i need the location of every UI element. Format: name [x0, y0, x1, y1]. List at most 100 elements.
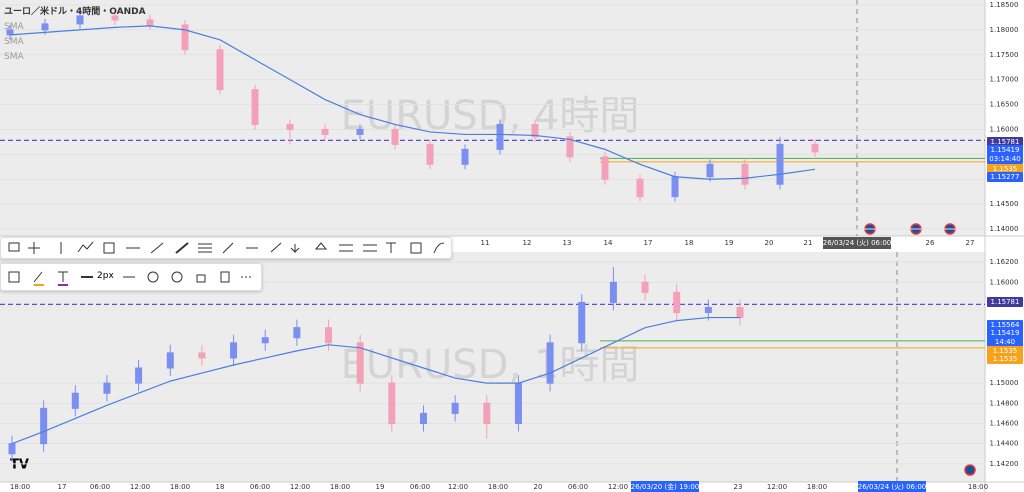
tool[interactable]	[363, 244, 377, 252]
x-tick-label: 26/03/24 (火) 06:00	[858, 483, 927, 491]
candle-body	[230, 342, 238, 359]
sma-line	[11, 316, 740, 445]
tool[interactable]	[433, 242, 445, 254]
y-tick-label: 1.17000	[990, 76, 1019, 84]
tool[interactable]	[171, 271, 183, 283]
event[interactable]	[964, 464, 976, 476]
price-label-bg	[987, 320, 1023, 330]
indicator[interactable]: SMA	[4, 52, 24, 62]
y-tick-label: 1.16000	[990, 125, 1019, 133]
candle-body	[704, 306, 712, 314]
price-label: 14:40	[995, 338, 1015, 346]
price-label: 1.1535	[993, 347, 1018, 355]
x-tick-label: 06:00	[250, 483, 270, 491]
candle-body	[356, 128, 364, 135]
tool[interactable]	[222, 242, 234, 254]
x-tick-label: 12:00	[290, 483, 310, 491]
tool[interactable]	[77, 241, 94, 253]
x-tick-label: 12:00	[767, 483, 787, 491]
candle-body	[40, 407, 48, 445]
toolbar-icons	[8, 241, 445, 254]
tool[interactable]	[28, 242, 40, 254]
tool[interactable]	[198, 243, 212, 253]
candle-body	[293, 327, 301, 339]
x-tick-label: 18	[216, 483, 225, 491]
x-tick-label: 19	[725, 239, 734, 247]
tool[interactable]	[290, 244, 300, 254]
x-tick-label: 12:00	[448, 483, 468, 491]
x-tick-label: 18:00	[807, 483, 827, 491]
candle-body	[706, 163, 714, 178]
price-label-bg	[987, 337, 1023, 347]
line-width[interactable]: 2px	[97, 271, 114, 281]
tool[interactable]	[175, 242, 189, 254]
price-label: 1.1535	[993, 165, 1018, 173]
tool[interactable]	[8, 242, 20, 252]
drawing-toolbar	[0, 237, 452, 259]
tool[interactable]	[150, 242, 164, 254]
candle-body	[461, 148, 469, 165]
y-tick-label: 1.14400	[990, 440, 1019, 448]
candle-body	[514, 382, 522, 424]
tool[interactable]	[339, 244, 353, 252]
y-tick-label: 1.14600	[990, 419, 1019, 427]
price-label: 1.15419	[991, 329, 1020, 337]
candle-body	[261, 337, 269, 344]
price-label: 03:14:40	[989, 155, 1020, 163]
legend: ユーロ／米ドル・4時間・OANDA SMA SMA SMA	[4, 4, 146, 62]
candle-body	[146, 19, 154, 26]
candle-body	[736, 306, 744, 319]
x-tick-label: 12	[523, 239, 532, 247]
y-tick-label: 1.17500	[990, 51, 1019, 59]
x-tick-label: 26/03/24 (火) 06:00	[823, 239, 892, 247]
x-tick-label: 26/03/20 (金) 19:00	[631, 482, 700, 491]
tool[interactable]	[196, 274, 206, 283]
x-tick-label: 17	[644, 239, 653, 247]
price-label-bg	[987, 137, 1023, 147]
tool[interactable]	[314, 242, 328, 250]
tool[interactable]	[103, 242, 115, 254]
style-toolbar: 2px	[0, 263, 262, 291]
price-label: 1.15419	[991, 146, 1020, 154]
x-tick-label: 11	[481, 239, 490, 247]
candle-body	[41, 23, 49, 31]
candle-body	[388, 382, 396, 424]
price-label-bg	[987, 145, 1023, 155]
indicator[interactable]: SMA	[4, 37, 24, 47]
candle-body	[578, 301, 586, 344]
x-tick-label: 27	[966, 239, 975, 247]
x-tick-label: 20	[534, 483, 543, 491]
tool[interactable]	[220, 271, 230, 283]
x-tick-label: 21	[804, 239, 813, 247]
price-label-bg	[987, 328, 1023, 338]
x-label-bg	[823, 237, 891, 249]
candle-body	[546, 342, 554, 384]
candle-body	[451, 402, 459, 414]
tool[interactable]	[386, 242, 396, 253]
tool[interactable]	[58, 271, 68, 282]
tool[interactable]	[270, 242, 282, 253]
candle-body	[166, 352, 174, 369]
x-tick-label: 26	[926, 239, 935, 247]
tool[interactable]	[33, 271, 43, 283]
x-tick-label: 13	[563, 239, 572, 247]
candle-body	[641, 281, 649, 293]
price-label: 1.15781	[991, 298, 1020, 306]
price-label-bg	[987, 346, 1023, 356]
x-tick-label: 18:00	[170, 483, 190, 491]
candle-body	[673, 291, 681, 314]
y-tick-label: 1.14800	[990, 399, 1019, 407]
candle-body	[251, 89, 259, 125]
price-label: 1.15564	[991, 321, 1020, 329]
price-label-bg	[987, 164, 1023, 174]
tool[interactable]	[8, 271, 20, 283]
tool[interactable]	[410, 242, 422, 254]
toolbar-icons	[8, 271, 251, 286]
tool[interactable]	[147, 271, 159, 283]
x-tick-label: 19	[376, 483, 385, 491]
indicator[interactable]: SMA	[4, 22, 24, 32]
symbol-title[interactable]: ユーロ／米ドル・4時間・OANDA	[4, 7, 146, 17]
panel-bg	[0, 0, 985, 236]
y-tick-label: 1.16000	[990, 278, 1019, 286]
candle-body	[71, 392, 79, 409]
